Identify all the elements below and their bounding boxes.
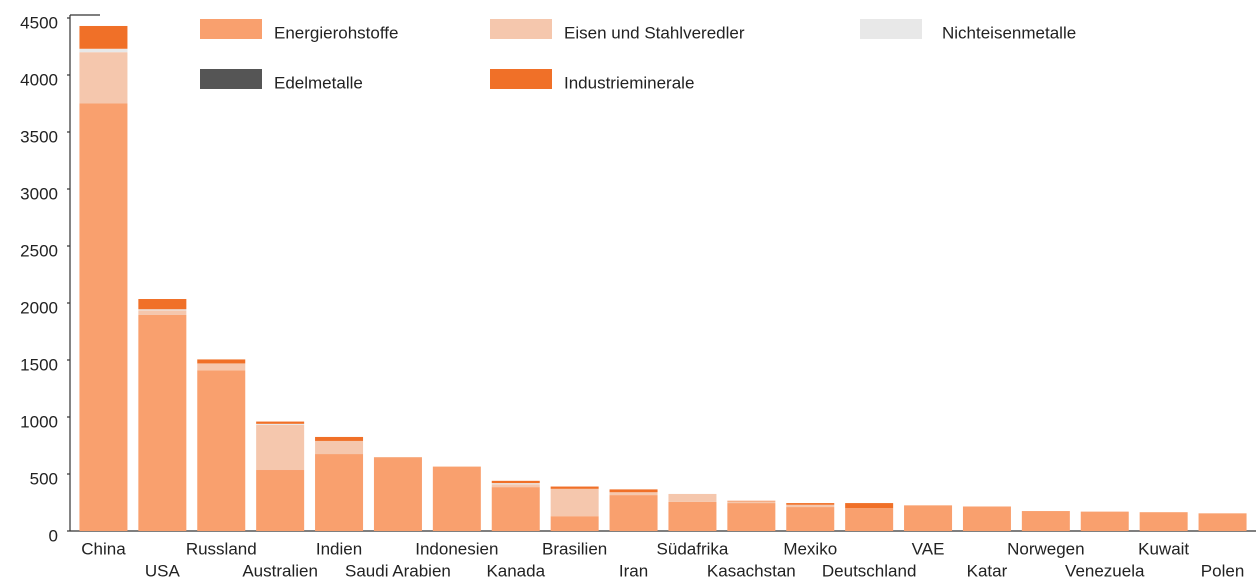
x-tick-label: VAE [912,539,945,558]
bar-segment [197,363,246,371]
x-tick-label: Venezuela [1065,561,1145,580]
x-tick-label: Russland [186,539,257,558]
x-tick-label: Brasilien [542,539,607,558]
bar-segment [197,359,246,364]
bar-segment [138,314,187,531]
bar-segment [138,299,187,310]
y-tick-label: 2500 [20,241,58,260]
x-tick-label: Katar [967,561,1008,580]
bar-segment [315,454,364,531]
x-tick-label: Kanada [486,561,545,580]
x-tick-label: Südafrika [657,539,729,558]
bar-segment [315,436,364,441]
y-tick-label: 0 [49,526,58,545]
bar-segment [79,52,128,104]
bar-segment [256,421,305,424]
bar-segment [138,309,187,311]
bar-segment [197,370,246,531]
bar-segment [79,48,128,53]
bar-segment [432,466,481,531]
legend-swatch [200,19,262,39]
bar-segment [491,484,540,488]
bar-segment [845,508,894,531]
y-tick-label: 500 [30,469,58,488]
y-tick-label: 4000 [20,70,58,89]
bar-segment [668,493,717,502]
x-tick-label: Saudi Arabien [345,561,451,580]
x-tick-label: Australien [242,561,318,580]
x-tick-label: Deutschland [822,561,917,580]
bar-segment [1021,511,1070,531]
y-tick-label: 1000 [20,412,58,431]
bar-segment [79,25,128,49]
legend-label: Nichteisenmetalle [942,23,1076,42]
bar-segment [1080,511,1129,531]
y-tick-label: 2000 [20,298,58,317]
bar-segment [491,483,540,485]
bar-segment [727,503,776,531]
x-tick-label: Iran [619,561,648,580]
y-tick-label: 4500 [20,13,58,32]
legend-swatch [490,69,552,89]
bar-segment [1139,512,1188,531]
legend-swatch [490,19,552,39]
bar-segment [668,501,717,531]
bar-segment [491,487,540,531]
bar-segment [315,440,364,455]
x-tick-label: Mexiko [783,539,837,558]
bar-segment [256,470,305,531]
bar-segment [609,495,658,531]
x-tick-label: Polen [1201,561,1244,580]
bar-segment [491,480,540,484]
bar-segment [550,486,599,489]
bar-segment [609,489,658,493]
x-tick-label: Kasachstan [707,561,796,580]
bar-segment [904,505,953,531]
y-tick-label: 3500 [20,127,58,146]
bar-segment [138,310,187,315]
y-tick-label: 3000 [20,184,58,203]
bar-segment [786,507,835,531]
legend-swatch [860,19,922,39]
legend-label: Energierohstoffe [274,23,398,42]
x-tick-label: Indonesien [415,539,498,558]
bar-segment [256,423,305,425]
legend-swatch [200,69,262,89]
x-tick-label: China [81,539,126,558]
legend-label: Eisen und Stahlveredler [564,23,745,42]
bar-segment [786,504,835,508]
bar-segment [727,500,776,502]
x-tick-label: Norwegen [1007,539,1085,558]
x-tick-label: USA [145,561,181,580]
bar-segment [727,501,776,504]
bar-segment [609,492,658,496]
bar-segment [1198,513,1247,531]
bar-segment [786,503,835,505]
legend-label: Industrieminerale [564,73,694,92]
x-tick-label: Indien [316,539,362,558]
bar-segment [373,457,422,459]
bar-segment [962,506,1011,531]
bar-segment [373,458,422,531]
bar-segment [845,503,894,509]
bar-segment [256,424,305,471]
bar-segment [550,516,599,531]
x-tick-label: Kuwait [1138,539,1189,558]
legend-label: Edelmetalle [274,73,363,92]
y-tick-label: 1500 [20,355,58,374]
bar-segment [550,488,599,517]
bar-segment [79,103,128,531]
